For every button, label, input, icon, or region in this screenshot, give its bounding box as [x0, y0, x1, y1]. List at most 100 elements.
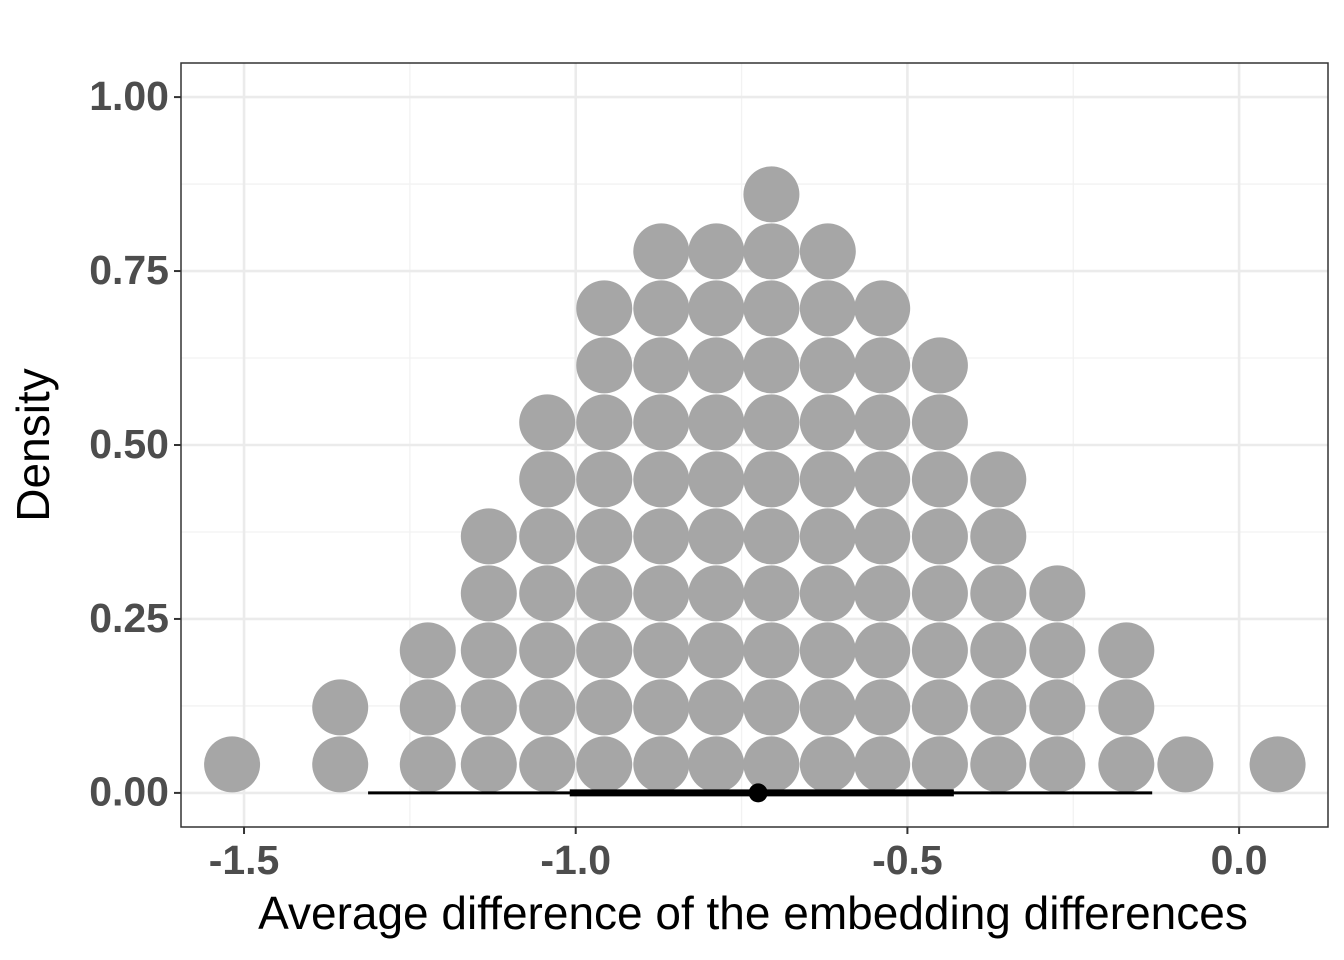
dot — [633, 451, 690, 508]
dot — [854, 508, 911, 565]
dot — [688, 565, 745, 622]
dot — [688, 280, 745, 337]
dot — [460, 679, 517, 736]
dot — [970, 451, 1027, 508]
dot — [743, 280, 800, 337]
y-tick-label: 0.50 — [89, 421, 169, 467]
x-tick-label: -0.5 — [872, 837, 943, 883]
interval-point — [748, 783, 768, 803]
dot — [1029, 736, 1086, 793]
dot — [1029, 679, 1086, 736]
y-tick-label: 0.00 — [89, 769, 169, 815]
dot — [1098, 622, 1155, 679]
dot — [633, 280, 690, 337]
dot — [399, 622, 456, 679]
dot — [970, 679, 1027, 736]
dot — [854, 679, 911, 736]
dot — [743, 223, 800, 280]
dot — [576, 508, 633, 565]
dot — [576, 622, 633, 679]
dot — [970, 508, 1027, 565]
y-axis-title: Density — [7, 368, 59, 521]
dot — [854, 337, 911, 394]
dot — [688, 622, 745, 679]
dot — [743, 166, 800, 223]
dot — [1029, 565, 1086, 622]
dot — [743, 565, 800, 622]
dot — [576, 394, 633, 451]
dot — [854, 565, 911, 622]
dot — [399, 736, 456, 793]
x-tick-label: -1.5 — [209, 837, 280, 883]
dot — [399, 679, 456, 736]
dot — [688, 679, 745, 736]
dot — [633, 622, 690, 679]
dot — [633, 736, 690, 793]
dot — [911, 736, 968, 793]
dot — [633, 223, 690, 280]
dot — [970, 565, 1027, 622]
dot — [519, 679, 576, 736]
dot — [799, 394, 856, 451]
dot — [460, 565, 517, 622]
dot — [911, 337, 968, 394]
dot — [911, 394, 968, 451]
dot — [911, 679, 968, 736]
dot — [743, 736, 800, 793]
dot — [576, 736, 633, 793]
dot — [799, 679, 856, 736]
dot — [970, 736, 1027, 793]
dot — [312, 736, 369, 793]
dot — [519, 394, 576, 451]
dot — [688, 337, 745, 394]
dot — [519, 736, 576, 793]
dot — [743, 451, 800, 508]
dot — [743, 337, 800, 394]
dot — [799, 280, 856, 337]
dot — [204, 736, 261, 793]
y-tick-label: 1.00 — [89, 73, 169, 119]
x-axis-title: Average difference of the embedding diff… — [258, 887, 1248, 939]
dot — [519, 451, 576, 508]
x-tick-label: 0.0 — [1211, 837, 1268, 883]
dot — [970, 622, 1027, 679]
y-tick-label: 0.25 — [89, 595, 169, 641]
dot — [743, 679, 800, 736]
y-tick-label: 0.75 — [89, 247, 169, 293]
dot — [799, 565, 856, 622]
dot — [633, 508, 690, 565]
dot — [799, 508, 856, 565]
dot — [1098, 679, 1155, 736]
dot — [460, 508, 517, 565]
panel-border — [180, 62, 1329, 828]
dot — [576, 451, 633, 508]
dot — [633, 565, 690, 622]
dot — [460, 622, 517, 679]
dot — [633, 394, 690, 451]
dot — [1029, 622, 1086, 679]
dot — [911, 508, 968, 565]
dot — [519, 508, 576, 565]
dot — [743, 508, 800, 565]
dot — [911, 622, 968, 679]
dot — [519, 565, 576, 622]
dot — [911, 565, 968, 622]
dot — [460, 736, 517, 793]
x-tick-label: -1.0 — [540, 837, 611, 883]
dot — [312, 679, 369, 736]
dot — [1098, 736, 1155, 793]
dot — [743, 394, 800, 451]
dot — [854, 622, 911, 679]
dot — [519, 622, 576, 679]
dot — [688, 508, 745, 565]
dot — [799, 223, 856, 280]
dot — [854, 280, 911, 337]
dot — [743, 622, 800, 679]
dot — [854, 451, 911, 508]
dot — [799, 622, 856, 679]
dot — [688, 451, 745, 508]
dot — [688, 736, 745, 793]
dot — [799, 736, 856, 793]
